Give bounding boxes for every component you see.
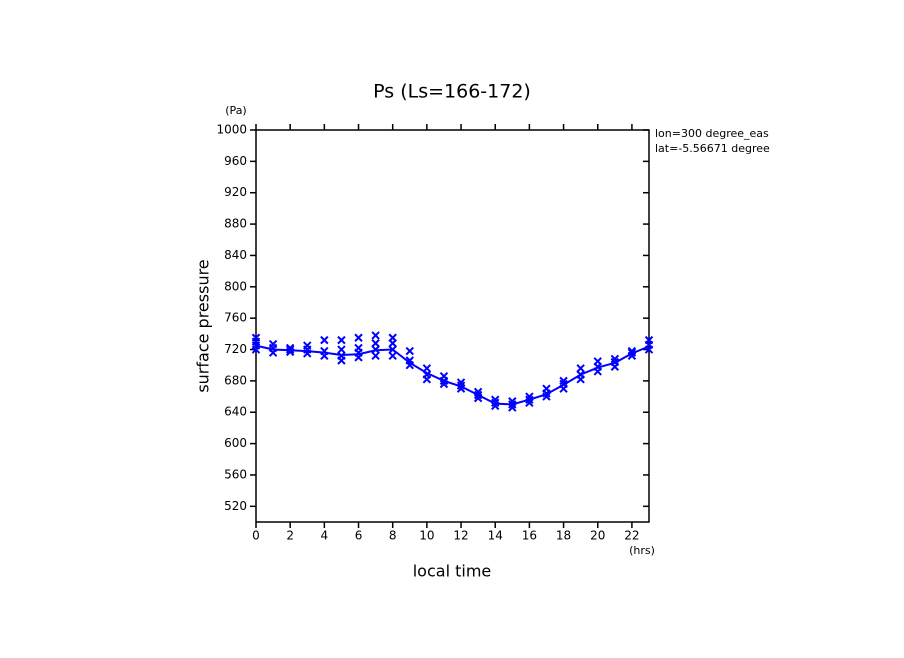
marker — [320, 346, 329, 356]
y-axis-label: surface pressure — [194, 259, 213, 392]
marker — [405, 356, 414, 365]
marker — [473, 393, 483, 403]
marker — [542, 384, 551, 393]
marker — [525, 395, 534, 404]
y-tick-label: 880 — [224, 217, 247, 231]
marker — [610, 354, 620, 364]
marker — [337, 351, 346, 360]
marker — [354, 343, 363, 353]
marker — [337, 345, 346, 354]
marker — [473, 390, 483, 400]
marker — [525, 392, 534, 401]
marker — [525, 398, 534, 408]
plot-frame — [255, 129, 650, 523]
marker — [593, 357, 602, 366]
marker — [371, 351, 380, 360]
marker — [508, 400, 517, 409]
x-tick-label: 10 — [419, 529, 434, 543]
marker — [627, 346, 637, 356]
marker — [371, 345, 380, 354]
marker — [371, 331, 380, 340]
marker — [491, 401, 500, 411]
y-tick-label: 800 — [224, 279, 247, 293]
marker — [644, 335, 654, 345]
marker — [542, 392, 551, 401]
marker — [371, 339, 380, 348]
marker — [354, 333, 363, 342]
x-axis-label: local time — [413, 562, 492, 581]
y-tick-label: 520 — [224, 499, 247, 513]
y-tick-label: 920 — [224, 185, 247, 199]
x-tick-label: 2 — [286, 529, 294, 543]
x-tick-label: 0 — [252, 529, 260, 543]
marker — [456, 378, 466, 387]
marker — [627, 348, 637, 357]
annotation: lat=-5.56671 degree — [655, 142, 770, 155]
marker — [251, 333, 261, 342]
x-tick-label: 6 — [355, 529, 363, 543]
marker — [559, 379, 568, 389]
x-tick-label: 12 — [453, 529, 468, 543]
marker — [422, 364, 432, 373]
y-tick-label: 560 — [224, 467, 247, 481]
marker — [491, 398, 500, 408]
x-unit: (hrs) — [629, 544, 655, 557]
marker — [508, 403, 517, 412]
marker — [388, 345, 397, 354]
y-tick-label: 600 — [224, 436, 247, 450]
chart-title: Ps (Ls=166-172) — [373, 81, 531, 103]
marker — [576, 370, 585, 379]
marker — [559, 376, 568, 386]
marker — [320, 335, 329, 345]
y-tick-label: 680 — [224, 373, 247, 387]
marker — [388, 333, 397, 342]
y-tick-label: 720 — [224, 342, 247, 356]
marker — [576, 364, 585, 373]
marker — [285, 343, 295, 353]
marker — [491, 395, 500, 404]
y-tick-label: 840 — [224, 248, 247, 262]
marker — [508, 397, 517, 406]
x-tick-label: 22 — [624, 529, 639, 543]
marker — [456, 381, 466, 390]
marker — [337, 335, 346, 345]
y-tick-label: 760 — [224, 311, 247, 325]
marker — [285, 345, 295, 354]
x-tick-label: 20 — [590, 529, 605, 543]
x-tick-label: 16 — [522, 529, 537, 543]
y-tick-label: 1000 — [216, 123, 247, 137]
x-tick-label: 18 — [556, 529, 571, 543]
marker — [303, 341, 312, 350]
x-tick-label: 14 — [488, 529, 503, 543]
marker — [268, 339, 278, 349]
annotation: lon=300 degree_eas — [655, 127, 769, 140]
marker — [610, 357, 620, 367]
x-tick-label: 4 — [321, 529, 329, 543]
marker — [405, 346, 414, 356]
y-tick-label: 960 — [224, 154, 247, 168]
line — [255, 344, 650, 406]
marker — [439, 371, 449, 381]
marker — [439, 379, 449, 389]
marker — [473, 387, 483, 397]
y-tick-label: 640 — [224, 405, 247, 419]
marker — [388, 351, 397, 360]
x-tick-label: 8 — [389, 529, 397, 543]
marker — [456, 384, 466, 393]
marker — [422, 370, 432, 379]
y-unit: (Pa) — [225, 104, 246, 117]
